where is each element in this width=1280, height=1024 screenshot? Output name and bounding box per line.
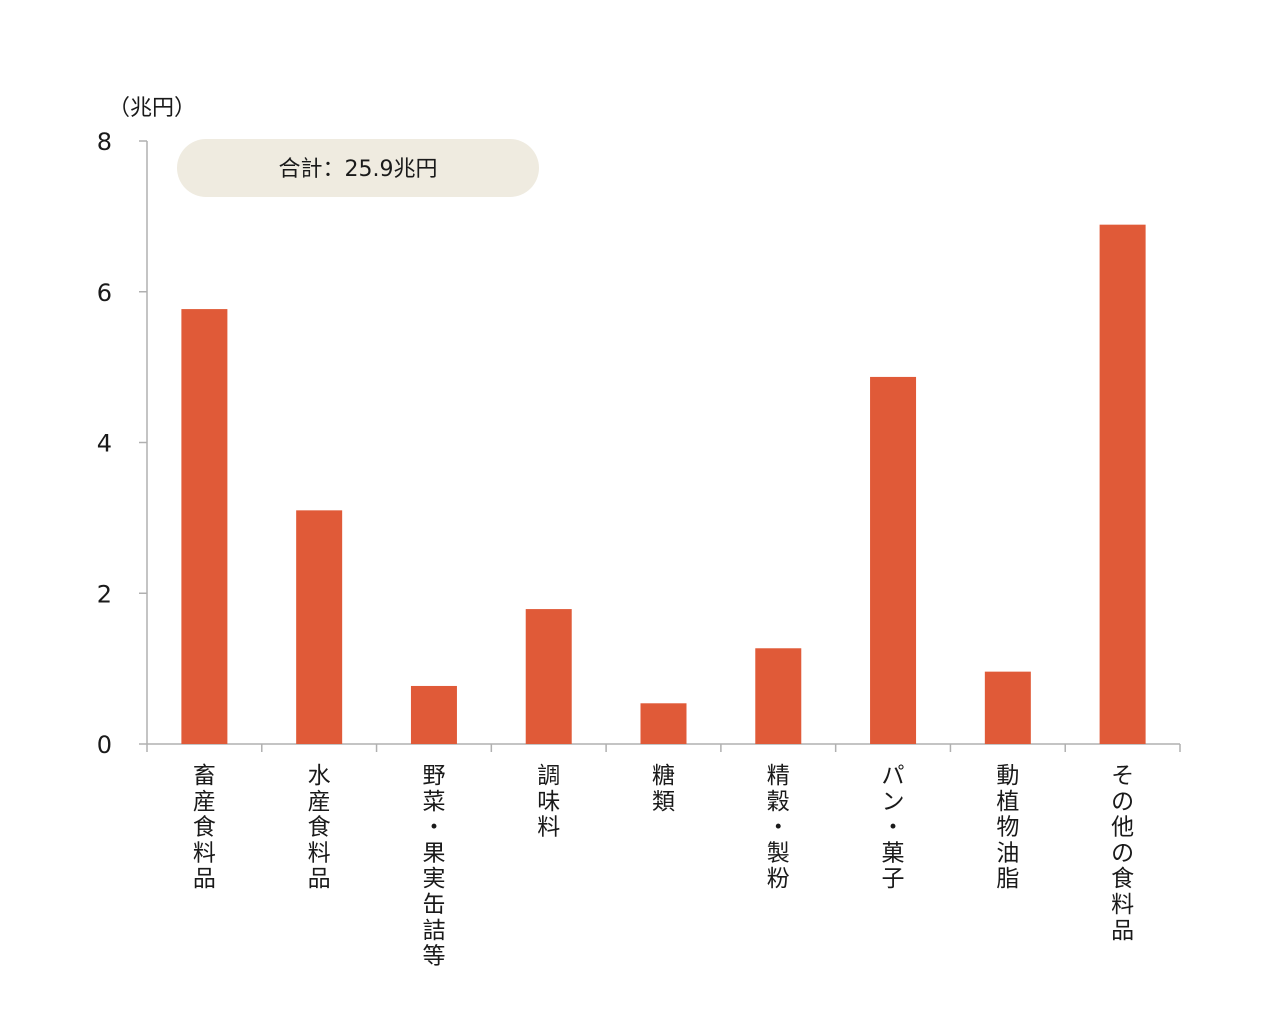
- y-tick-label: 4: [97, 430, 112, 458]
- x-category-label: 動植物油脂: [996, 763, 1019, 892]
- y-tick-label: 0: [97, 731, 112, 759]
- x-category-label: 調味料: [537, 763, 560, 841]
- bar: [755, 648, 802, 744]
- x-category-label: 精穀・製粉: [767, 763, 790, 892]
- bar: [410, 685, 457, 744]
- bars-group: [181, 224, 1146, 744]
- y-tick-label: 2: [97, 580, 112, 608]
- bar: [640, 703, 687, 744]
- x-category-label: パン・菓子: [882, 763, 905, 892]
- x-category-labels: 畜産食料品 水産食料品 野菜・果実缶詰等 調味料 糖類 精穀・製粉 パン・菓子 動植物油脂 その…: [193, 763, 1134, 970]
- total-annotation-text: 合計：25.9兆円: [279, 157, 438, 182]
- bar: [870, 376, 917, 744]
- bar: [984, 671, 1031, 744]
- x-category-label: 野菜・果実缶詰等: [422, 763, 445, 970]
- total-annotation: 合計：25.9兆円: [177, 139, 539, 197]
- bar: [181, 309, 228, 744]
- x-category-label: 水産食料品: [308, 763, 331, 892]
- bar: [296, 510, 343, 744]
- y-tick-label: 6: [97, 279, 112, 307]
- y-tick-label: 8: [97, 128, 112, 156]
- bar: [525, 609, 572, 744]
- x-category-label: その他の食料品: [1111, 763, 1134, 944]
- x-category-label: 糖類: [652, 763, 675, 815]
- x-category-label: 畜産食料品: [193, 763, 216, 892]
- total-annotation-box: [177, 139, 539, 197]
- y-unit-label: （兆円）: [108, 96, 196, 121]
- axes: [139, 140, 1181, 752]
- bar: [1099, 224, 1146, 744]
- y-tick-labels: 0 2 4 6 8: [97, 128, 112, 759]
